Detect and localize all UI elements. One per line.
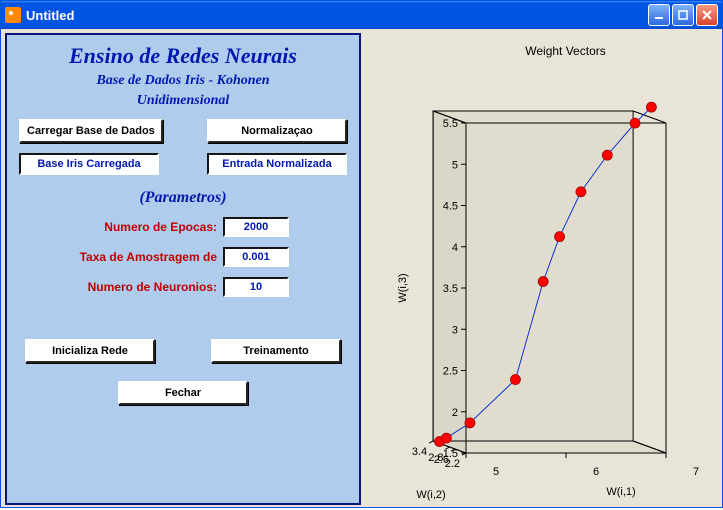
close-button[interactable]: Fechar xyxy=(118,381,248,405)
titlebar[interactable]: Untitled xyxy=(1,1,722,29)
init-network-button[interactable]: Inicializa Rede xyxy=(25,339,155,363)
panel-subtitle-2: Unidimensional xyxy=(17,93,349,109)
svg-text:W(i,3): W(i,3) xyxy=(397,273,409,302)
load-data-button[interactable]: Carregar Base de Dados xyxy=(19,119,163,143)
svg-text:W(i,1): W(i,1) xyxy=(606,486,635,498)
window-title: Untitled xyxy=(26,8,648,23)
svg-text:2.5: 2.5 xyxy=(443,366,458,378)
close-window-button[interactable] xyxy=(696,4,718,26)
matlab-icon xyxy=(5,7,21,23)
svg-text:7: 7 xyxy=(693,466,699,478)
svg-text:3.5: 3.5 xyxy=(443,283,458,295)
plot-area: Weight Vectors1.522.533.544.555.55672.83… xyxy=(371,33,718,503)
panel-title: Ensino de Redes Neurais xyxy=(17,43,349,69)
svg-text:Weight Vectors: Weight Vectors xyxy=(525,44,605,58)
svg-text:6: 6 xyxy=(593,466,599,478)
svg-text:W(i,2): W(i,2) xyxy=(416,489,445,501)
minimize-button[interactable] xyxy=(648,4,670,26)
svg-text:2: 2 xyxy=(452,407,458,419)
train-button[interactable]: Treinamento xyxy=(211,339,341,363)
epochs-input[interactable]: 2000 xyxy=(223,217,289,237)
svg-text:4.5: 4.5 xyxy=(443,201,458,213)
content-area: Ensino de Redes Neurais Base de Dados Ir… xyxy=(1,29,722,507)
neurons-input[interactable]: 10 xyxy=(223,277,289,297)
rate-input[interactable]: 0.001 xyxy=(223,247,289,267)
weight-vectors-chart: Weight Vectors1.522.533.544.555.55672.83… xyxy=(371,33,720,505)
neurons-label: Numero de Neuronios: xyxy=(47,280,217,294)
panel-subtitle-1: Base de Dados Iris - Kohonen xyxy=(17,73,349,89)
svg-text:4: 4 xyxy=(452,242,458,254)
parameters-heading: (Parametros) xyxy=(17,189,349,207)
svg-text:5: 5 xyxy=(493,466,499,478)
normalize-status-display: Entrada Normalizada xyxy=(207,153,347,175)
control-panel: Ensino de Redes Neurais Base de Dados Ir… xyxy=(5,33,361,505)
maximize-button[interactable] xyxy=(672,4,694,26)
svg-text:3: 3 xyxy=(452,324,458,336)
window-buttons xyxy=(648,4,718,26)
epochs-label: Numero de Epocas: xyxy=(47,220,217,234)
svg-text:5: 5 xyxy=(452,159,458,171)
svg-text:2.6: 2.6 xyxy=(434,454,449,466)
normalize-button[interactable]: Normalizaçao xyxy=(207,119,347,143)
rate-label: Taxa de Amostragem de xyxy=(47,250,217,264)
load-status-display: Base Iris Carregada xyxy=(19,153,159,175)
svg-text:5.5: 5.5 xyxy=(443,118,458,130)
app-window: Untitled Ensino de Redes Neurais Base de… xyxy=(0,0,723,508)
svg-text:3.4: 3.4 xyxy=(412,446,427,458)
